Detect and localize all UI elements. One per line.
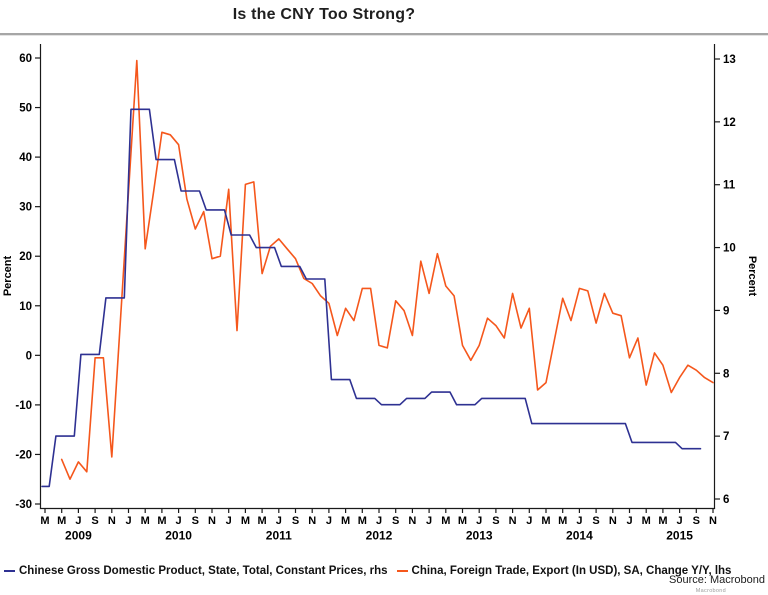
left-axis-tick-label: 50 <box>19 103 32 115</box>
x-axis-month-label: N <box>509 515 517 527</box>
legend-item-gdp: Chinese Gross Domestic Product, State, T… <box>4 565 388 577</box>
legend-label-gdp: Chinese Gross Domestic Product, State, T… <box>19 565 388 577</box>
legend-label-exports: China, Foreign Trade, Export (In USD), S… <box>411 565 732 577</box>
x-axis-month-label: S <box>292 515 299 527</box>
x-axis-year-label: 2011 <box>266 529 292 543</box>
right-axis-tick-label: 13 <box>723 54 736 66</box>
x-axis-month-label: M <box>558 515 567 527</box>
left-axis-tick-label: 40 <box>19 152 32 164</box>
macrobond-watermark: Macrobond <box>695 588 726 594</box>
exports-line-marker-icon <box>396 569 408 573</box>
x-axis-month-label: J <box>626 515 632 527</box>
source-attribution: Source: Macrobond <box>669 574 765 586</box>
x-axis-month-label: J <box>376 515 382 527</box>
x-axis-month-label: J <box>176 515 182 527</box>
chart-title: Is the CNY Too Strong? <box>232 6 416 23</box>
x-axis-month-label: J <box>476 515 482 527</box>
x-axis-month-label: M <box>341 515 350 527</box>
left-axis-title: Percent <box>2 255 14 296</box>
right-axis-tick-label: 10 <box>723 243 736 255</box>
title-separator-line <box>0 33 768 35</box>
legend-item-exports: China, Foreign Trade, Export (In USD), S… <box>396 565 732 577</box>
left-axis-tick-label: 60 <box>19 53 32 65</box>
left-axis-ticks: 60 50 40 30 20 10 0 -10 -20 -30 <box>15 53 41 511</box>
x-axis-month-label: M <box>441 515 450 527</box>
left-axis-tick-label: -30 <box>15 499 32 511</box>
x-axis-month-label: S <box>91 515 98 527</box>
x-axis-month-label: J <box>226 515 232 527</box>
x-axis-month-label: M <box>241 515 250 527</box>
exports-line-series <box>60 59 714 481</box>
left-axis-tick-label: 30 <box>19 202 32 214</box>
x-axis-month-label: N <box>609 515 617 527</box>
x-axis-month-label: S <box>392 515 399 527</box>
right-axis-tick-label: 7 <box>723 431 729 443</box>
x-axis-month-label: J <box>526 515 532 527</box>
right-axis-tick-label: 8 <box>723 368 730 380</box>
left-axis-tick-label: 10 <box>19 301 32 313</box>
right-axis-tick-label: 11 <box>723 180 736 192</box>
x-axis-year-labels: 2009 2010 2011 2012 2013 2014 2015 <box>65 529 693 543</box>
x-axis-month-label: M <box>458 515 467 527</box>
x-axis-month-label: J <box>276 515 282 527</box>
x-axis-month-label: M <box>658 515 667 527</box>
left-axis-tick-label: -10 <box>15 400 32 412</box>
x-axis-month-label: M <box>258 515 267 527</box>
x-axis-month-label: N <box>308 515 316 527</box>
x-axis-month-label: S <box>693 515 700 527</box>
x-axis-year-label: 2015 <box>666 529 693 543</box>
right-axis-tick-label: 9 <box>723 305 729 317</box>
left-axis-tick-label: 20 <box>19 251 32 263</box>
right-axis-tick-label: 12 <box>723 117 736 129</box>
x-axis-month-label: J <box>75 515 81 527</box>
x-axis-year-label: 2012 <box>366 529 393 543</box>
x-axis-month-label: N <box>408 515 416 527</box>
right-axis-ticks: 13 12 11 10 9 8 7 6 <box>714 54 736 506</box>
x-axis-month-label: M <box>57 515 66 527</box>
x-axis-month-label: J <box>576 515 582 527</box>
gdp-line-marker-icon <box>4 569 15 573</box>
x-axis-month-label: N <box>709 515 717 527</box>
x-axis-month-label: N <box>208 515 216 527</box>
right-axis-tick-label: 6 <box>723 494 729 506</box>
x-axis-month-label: J <box>326 515 332 527</box>
x-axis-month-label: S <box>492 515 499 527</box>
x-axis-year-label: 2013 <box>466 529 493 543</box>
left-axis-tick-label: -20 <box>15 449 32 461</box>
x-axis-month-label: M <box>642 515 651 527</box>
x-axis-year-label: 2014 <box>566 529 593 543</box>
x-axis-month-label: N <box>108 515 116 527</box>
x-axis-month-label: J <box>125 515 131 527</box>
x-axis-month-label: M <box>40 515 49 527</box>
x-axis-month-label: M <box>141 515 150 527</box>
x-axis-month-label: J <box>426 515 432 527</box>
x-axis-year-label: 2010 <box>165 529 192 543</box>
right-axis-title: Percent <box>746 256 758 297</box>
legend: Chinese Gross Domestic Product, State, T… <box>4 565 731 577</box>
x-axis-year-label: 2009 <box>65 529 92 543</box>
axes <box>39 44 716 510</box>
left-axis-tick-label: 0 <box>26 350 32 362</box>
x-axis-month-label: M <box>157 515 166 527</box>
x-axis-month-label: J <box>677 515 683 527</box>
x-axis-month-label: M <box>541 515 550 527</box>
gdp-line-series <box>41 108 702 488</box>
x-axis-month-label: M <box>358 515 367 527</box>
x-axis-month-label: S <box>592 515 599 527</box>
x-axis-month-label: S <box>192 515 199 527</box>
